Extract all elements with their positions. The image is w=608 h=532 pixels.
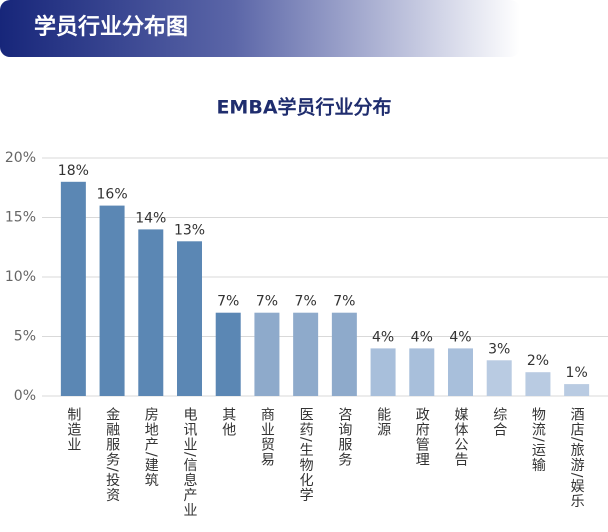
- value-label: 4%: [372, 329, 394, 345]
- x-tick-label: 其他: [220, 407, 236, 437]
- x-tick-label: 媒体公告: [453, 407, 469, 467]
- y-tick-label: 20%: [5, 150, 36, 166]
- x-tick-label: 酒店/旅游/娱乐: [569, 407, 585, 508]
- value-label: 14%: [135, 210, 166, 226]
- value-label: 2%: [527, 353, 549, 369]
- x-tick-label: 制造业: [65, 407, 81, 452]
- header-title: 学员行业分布图: [34, 14, 188, 40]
- y-tick-label: 5%: [14, 329, 36, 345]
- value-label: 7%: [217, 294, 239, 310]
- bar: [409, 348, 435, 396]
- bar: [99, 205, 125, 396]
- header-banner: [0, 0, 520, 57]
- bar: [525, 372, 551, 396]
- x-tick-label: 咨询服务: [336, 407, 352, 467]
- value-label: 13%: [174, 222, 205, 238]
- x-tick-label: 金融服务/投资: [104, 407, 120, 503]
- value-label: 4%: [411, 329, 433, 345]
- value-label: 7%: [256, 294, 278, 310]
- x-tick-label: 电讯业/信息产业: [182, 407, 198, 518]
- y-tick-label: 0%: [14, 388, 36, 404]
- value-label: 4%: [449, 329, 471, 345]
- x-tick-label: 综合: [491, 407, 507, 437]
- y-tick-label: 15%: [5, 210, 36, 226]
- value-label: 7%: [333, 294, 355, 310]
- value-label: 1%: [566, 365, 588, 381]
- bar: [486, 360, 512, 396]
- x-tick-label: 物流/运输: [530, 407, 546, 473]
- bar: [564, 384, 590, 396]
- x-tick-label: 商业贸易: [259, 407, 275, 467]
- x-tick-label: 房地产/建筑: [143, 407, 159, 488]
- value-label: 7%: [295, 294, 317, 310]
- chart-title: EMBA学员行业分布: [216, 96, 391, 119]
- x-tick-label: 政府管理: [414, 407, 430, 467]
- x-tick-label: 医药/生物化学: [298, 407, 314, 503]
- bar: [138, 229, 164, 396]
- bar: [60, 181, 86, 396]
- bar: [448, 348, 473, 396]
- bar: [370, 348, 396, 396]
- value-label: 16%: [97, 187, 128, 203]
- value-label: 3%: [488, 341, 510, 357]
- bar: [254, 312, 280, 396]
- bar: [177, 241, 202, 396]
- y-tick-label: 10%: [5, 269, 36, 285]
- bar: [293, 312, 319, 396]
- value-label: 18%: [58, 163, 89, 179]
- bar: [331, 312, 357, 396]
- bar: [215, 312, 241, 396]
- x-tick-label: 能源: [375, 407, 391, 437]
